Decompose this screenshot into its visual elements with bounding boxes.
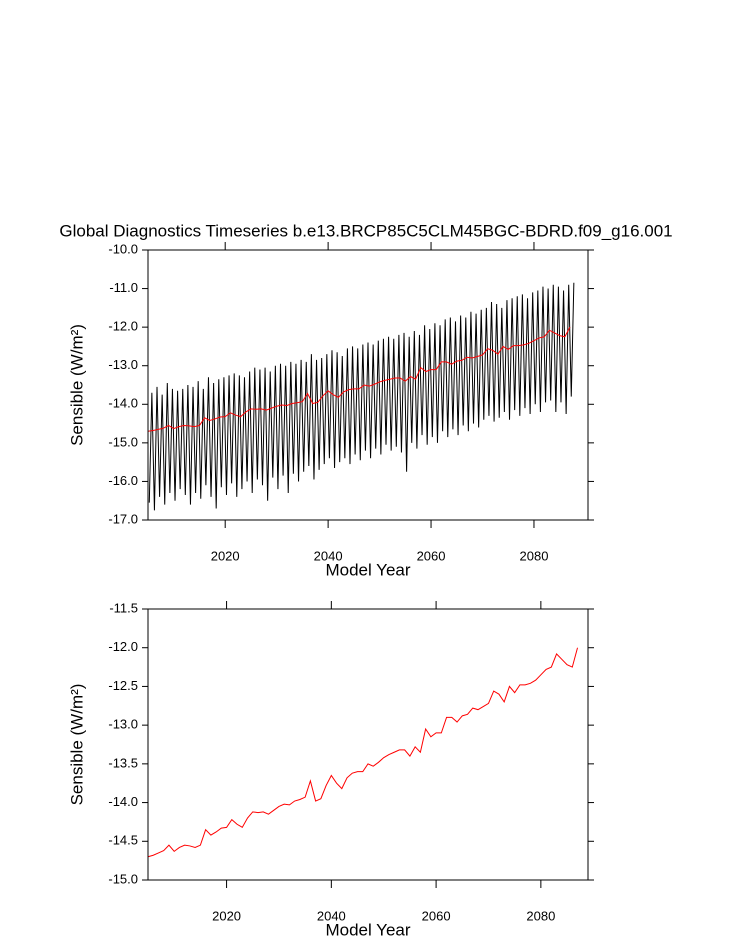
y-tick-label: -14.0	[108, 396, 138, 411]
x-tick-label: 2040	[314, 548, 343, 563]
x-tick-label: 2080	[520, 548, 549, 563]
x-axis-label: Model Year	[325, 920, 410, 939]
y-tick-label: -11.0	[109, 280, 138, 295]
x-tick-label: 2060	[422, 908, 451, 923]
y-tick-label: -16.0	[108, 473, 138, 488]
y-tick-label: -15.0	[108, 871, 138, 886]
x-axis-label: Model Year	[325, 560, 410, 579]
y-tick-label: -12.0	[108, 319, 138, 334]
y-tick-label: -12.5	[108, 678, 138, 693]
y-axis-label: Sensible (W/m²)	[67, 324, 86, 446]
x-tick-label: 2040	[317, 908, 346, 923]
x-tick-label: 2080	[526, 908, 555, 923]
x-tick-label: 2020	[212, 908, 241, 923]
y-tick-label: -13.5	[108, 755, 138, 770]
plot-frame	[147, 249, 589, 521]
series-line	[147, 326, 571, 432]
x-tick-label: 2020	[211, 548, 240, 563]
y-tick-label: -13.0	[108, 357, 138, 372]
series-line	[148, 282, 575, 511]
series-line	[147, 647, 579, 858]
x-tick-label: 2060	[417, 548, 446, 563]
y-tick-label: -15.0	[108, 434, 138, 449]
y-tick-label: -10.0	[108, 241, 138, 256]
chart-title: Global Diagnostics Timeseries b.e13.BRCP…	[59, 221, 672, 240]
y-tick-label: -11.5	[109, 600, 138, 615]
y-tick-label: -17.0	[108, 511, 138, 526]
y-tick-label: -12.0	[108, 639, 138, 654]
y-tick-label: -14.5	[108, 833, 138, 848]
plot-frame	[147, 608, 589, 881]
y-tick-label: -13.0	[108, 717, 138, 732]
y-axis-label: Sensible (W/m²)	[67, 684, 86, 806]
y-tick-label: -14.0	[108, 794, 138, 809]
